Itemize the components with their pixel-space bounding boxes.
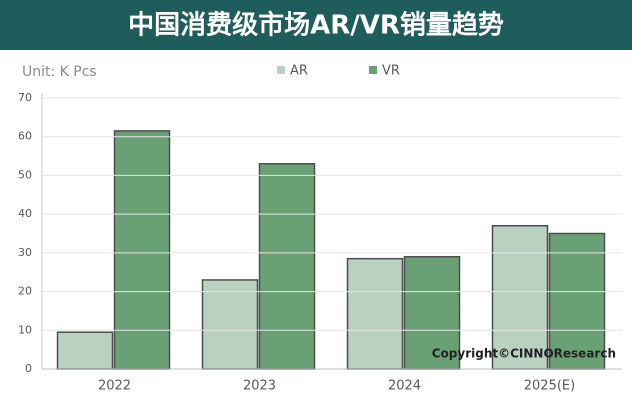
legend-label: VR [382,64,400,79]
x-tick-label: 2022 [98,379,131,394]
unit-label: Unit: K Pcs [22,64,97,80]
title-banner [0,0,632,50]
y-tick-label: 40 [18,207,32,220]
bar [491,225,549,370]
x-tick-label: 2023 [243,379,276,394]
legend-swatch [369,66,377,74]
y-tick-label: 50 [18,168,32,181]
y-tick-label: 70 [18,91,32,104]
y-tick-label: 60 [18,130,32,143]
bar [201,279,259,370]
bar [56,331,114,370]
y-tick-label: 30 [18,246,32,259]
y-tick-label: 20 [18,285,32,298]
copyright: Copyright©CINNOResearch [432,347,616,361]
bar [346,257,404,370]
legend-label: AR [290,64,308,79]
bar [548,232,606,370]
y-tick-label: 10 [18,323,32,336]
y-tick-label: 0 [25,362,32,375]
bar [113,130,171,370]
chart-title: 中国消费级市场AR/VR销量趋势 [128,10,504,41]
bar [403,255,461,370]
x-tick-label: 2024 [388,379,421,394]
bar [258,163,316,370]
legend-swatch [277,66,285,74]
x-tick-label: 2025(E) [524,379,575,394]
